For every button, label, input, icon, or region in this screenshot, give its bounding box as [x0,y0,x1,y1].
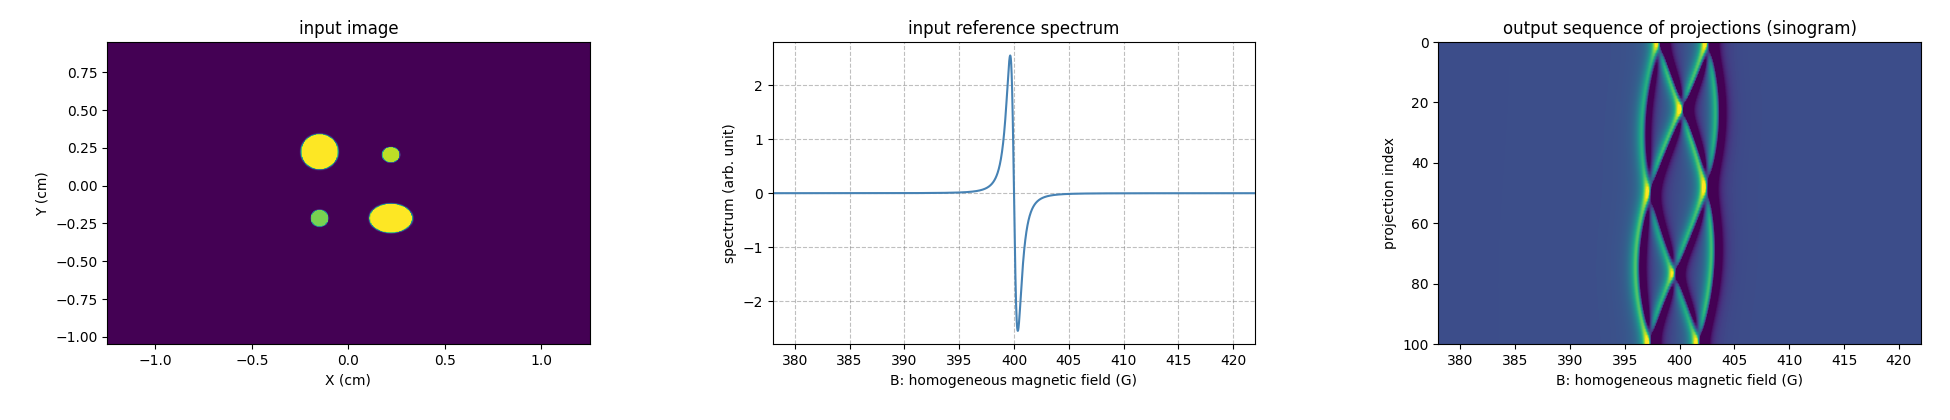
Y-axis label: Y (cm): Y (cm) [35,171,49,215]
X-axis label: B: homogeneous magnetic field (G): B: homogeneous magnetic field (G) [891,374,1137,388]
Title: input reference spectrum: input reference spectrum [909,20,1119,38]
Y-axis label: projection index: projection index [1383,137,1396,249]
X-axis label: B: homogeneous magnetic field (G): B: homogeneous magnetic field (G) [1556,374,1804,388]
X-axis label: X (cm): X (cm) [326,374,370,388]
Title: input image: input image [298,20,398,38]
Title: output sequence of projections (sinogram): output sequence of projections (sinogram… [1503,20,1856,38]
Y-axis label: spectrum (arb. unit): spectrum (arb. unit) [723,123,737,263]
